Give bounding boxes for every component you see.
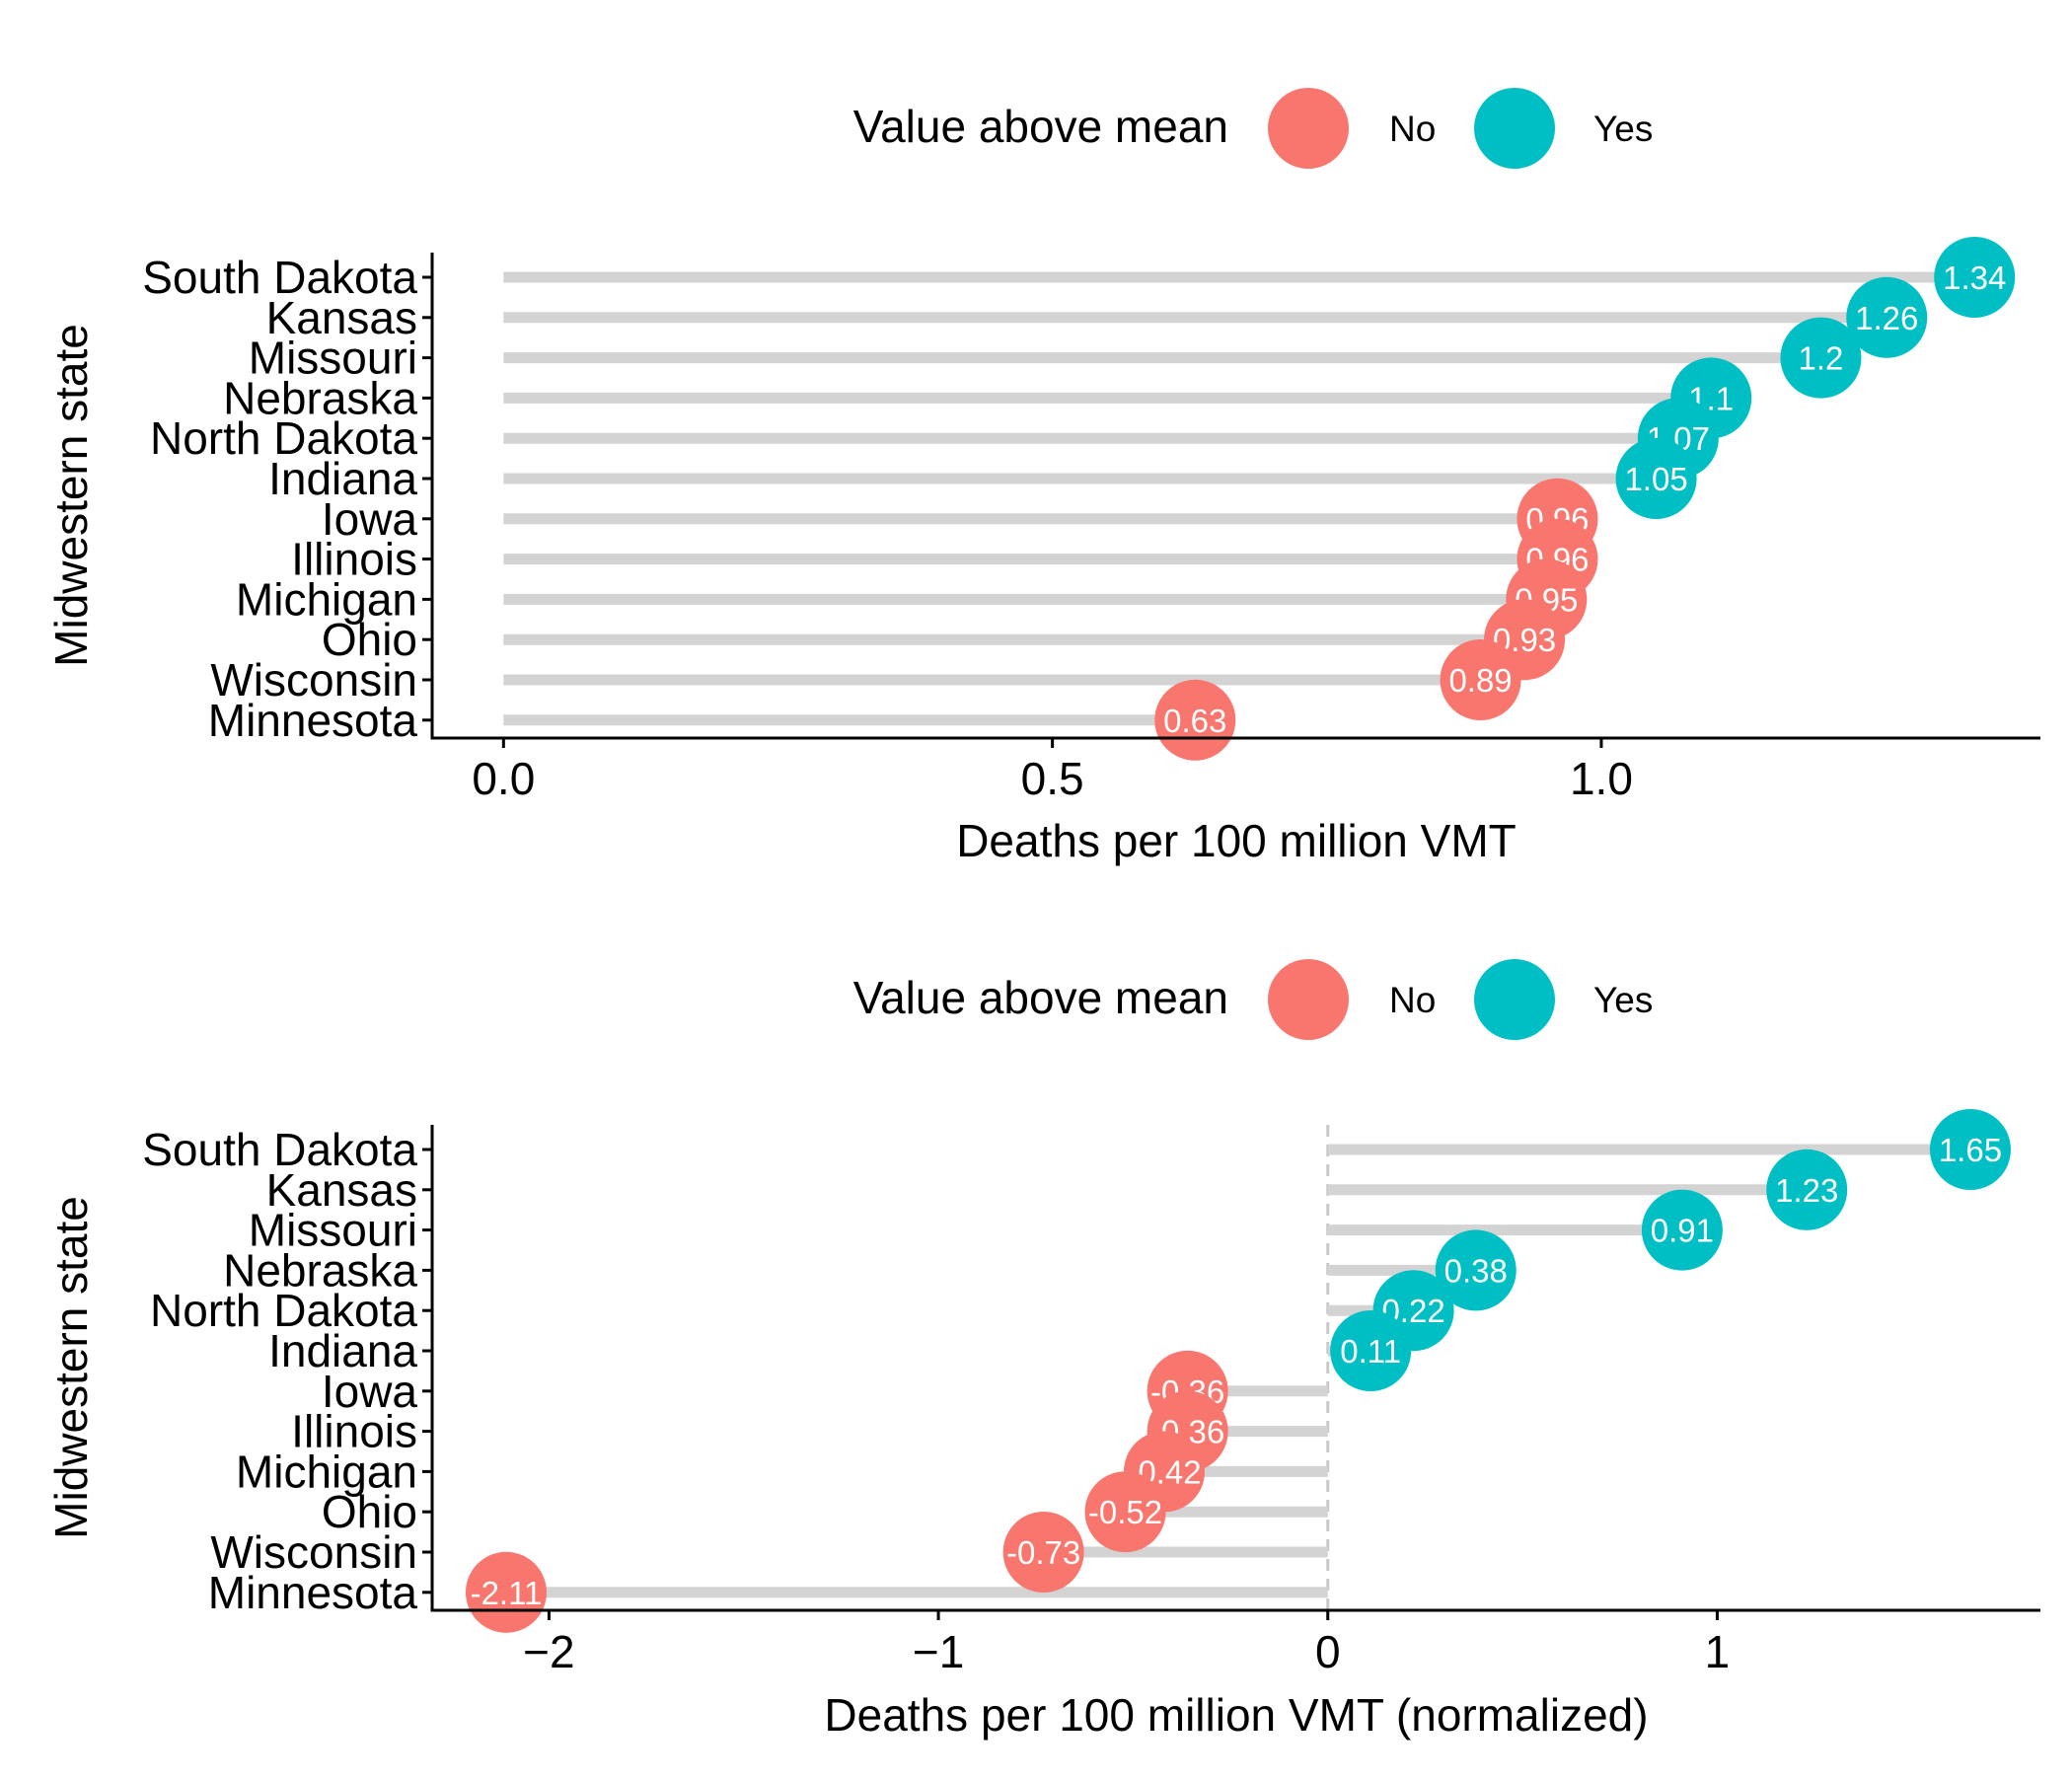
legend-label-yes: Yes: [1593, 980, 1653, 1020]
y-tick-label: Illinois: [291, 534, 417, 585]
y-tick-label: South Dakota: [142, 252, 417, 303]
data-point: [1440, 639, 1521, 720]
legend-key-yes: [1474, 88, 1555, 169]
data-label: 0.11: [1340, 1333, 1401, 1370]
data-label: 1.34: [1943, 260, 2006, 296]
x-tick-label: 1.0: [1570, 753, 1633, 804]
legend: Value above mean No Yes: [853, 88, 1653, 169]
y-tick-label: Iowa: [322, 1366, 418, 1417]
y-tick-label: Minnesota: [208, 695, 418, 746]
data-label: -0.52: [1088, 1494, 1162, 1530]
y-tick-label: Missouri: [249, 1205, 417, 1256]
y-tick-label: Wisconsin: [210, 654, 417, 705]
y-tick-label: Iowa: [322, 493, 418, 545]
data-label: 1.65: [1939, 1132, 2002, 1168]
data-label: 1.2: [1799, 340, 1844, 377]
legend-key-yes: [1474, 959, 1555, 1040]
y-tick-label: Indiana: [268, 453, 417, 504]
legend-label-no: No: [1389, 980, 1436, 1020]
data-label: -2.11: [471, 1575, 543, 1611]
chart-panel-1: Value above mean No Yes1.341.261.21.11.071…: [45, 88, 2040, 866]
data-point: [1641, 1189, 1723, 1271]
data-point: [1766, 1149, 1848, 1230]
y-tick-label: Indiana: [268, 1325, 417, 1376]
x-tick-label: 0.0: [472, 753, 535, 804]
y-tick-label: Nebraska: [223, 372, 417, 423]
x-tick-label: 0.5: [1021, 753, 1084, 804]
data-point: [465, 1551, 547, 1633]
y-axis-title: Midwestern state: [45, 324, 97, 667]
y-tick-label: Ohio: [322, 614, 417, 665]
y-tick-label: Michigan: [236, 1446, 417, 1497]
y-tick-label: Wisconsin: [210, 1526, 417, 1578]
data-label: -0.73: [1006, 1534, 1080, 1571]
data-point: [1934, 237, 2016, 318]
y-tick-label: Kansas: [266, 1164, 417, 1216]
data-point: [1846, 276, 1928, 358]
y-tick-label: Ohio: [322, 1486, 417, 1537]
y-tick-label: Michigan: [236, 573, 417, 625]
data-point: [1154, 679, 1236, 761]
data-label: 0.63: [1163, 703, 1226, 739]
x-axis-title: Deaths per 100 million VMT: [956, 815, 1517, 866]
data-point: [1084, 1471, 1166, 1553]
y-tick-label: Minnesota: [208, 1567, 418, 1618]
legend-title: Value above mean: [853, 101, 1228, 152]
chart-panel-2: Value above mean No Yes1.651.230.910.380.2…: [45, 959, 2040, 1741]
data-label: 0.91: [1651, 1213, 1714, 1249]
y-tick-label: Kansas: [266, 292, 417, 343]
data-label: 0.38: [1444, 1252, 1508, 1289]
data-point: [1929, 1109, 2011, 1190]
data-point: [1615, 438, 1697, 519]
legend-label-no: No: [1389, 109, 1436, 149]
data-label: 0.89: [1448, 662, 1512, 699]
legend-key-no: [1268, 88, 1349, 169]
x-axis-title: Deaths per 100 million VMT (normalized): [824, 1689, 1648, 1741]
x-tick-label: −2: [523, 1626, 574, 1677]
y-tick-label: North Dakota: [150, 1285, 417, 1336]
data-label: 1.05: [1624, 461, 1687, 497]
legend-label-yes: Yes: [1593, 109, 1653, 149]
x-tick-label: 1: [1705, 1626, 1731, 1677]
legend: Value above mean No Yes: [853, 959, 1653, 1040]
data-label: 1.23: [1775, 1172, 1838, 1209]
data-point: [1330, 1310, 1412, 1391]
legend-title: Value above mean: [853, 972, 1228, 1023]
y-tick-label: Nebraska: [223, 1244, 417, 1296]
data-point: [1435, 1229, 1517, 1311]
y-tick-label: South Dakota: [142, 1124, 417, 1175]
x-tick-label: 0: [1315, 1626, 1341, 1677]
data-label: 1.26: [1855, 300, 1918, 336]
x-tick-label: −1: [913, 1626, 964, 1677]
y-tick-label: Illinois: [291, 1406, 417, 1457]
data-point: [1002, 1512, 1084, 1593]
data-point: [1780, 317, 1862, 399]
y-axis-title: Midwestern state: [45, 1196, 97, 1539]
y-tick-label: Missouri: [249, 333, 417, 384]
y-tick-label: North Dakota: [150, 412, 417, 464]
legend-key-no: [1268, 959, 1349, 1040]
